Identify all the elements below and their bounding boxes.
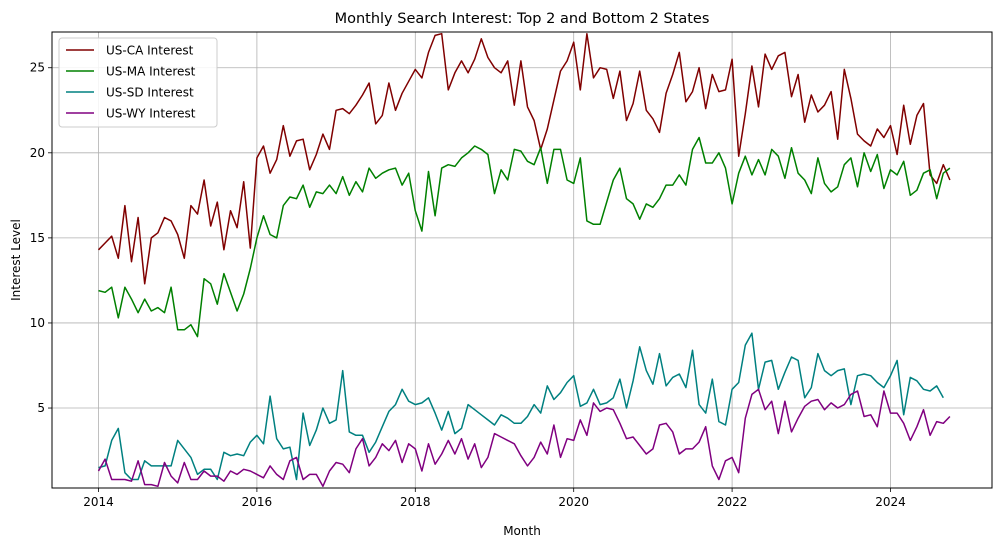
y-tick-label: 5 <box>37 401 45 415</box>
x-tick-label: 2022 <box>717 495 748 509</box>
series-line-us-ca-interest <box>97 32 951 285</box>
series-lines <box>97 32 951 488</box>
plot-frame <box>51 31 993 489</box>
y-axis-label: Interest Level <box>9 219 23 301</box>
x-tick-label: 2016 <box>242 495 273 509</box>
x-tick-label: 2024 <box>875 495 906 509</box>
legend-label-us-ca-interest: US-CA Interest <box>106 44 194 58</box>
y-tick-label: 25 <box>30 61 45 75</box>
x-tick-label: 2020 <box>558 495 589 509</box>
legend-box <box>58 37 218 128</box>
x-axis-label: Month <box>503 524 541 538</box>
y-tick-label: 10 <box>30 316 45 330</box>
series-line-us-wy-interest <box>97 388 951 488</box>
legend-label-us-ma-interest: US-MA Interest <box>106 65 196 79</box>
x-tick-label: 2014 <box>83 495 114 509</box>
legend-label-us-sd-interest: US-SD Interest <box>106 86 194 100</box>
x-tick-label: 2018 <box>400 495 431 509</box>
series-line-us-ma-interest <box>98 136 951 338</box>
axis-ticks: 2014 2016 2018 2020 2022 2024 5 10 15 20 25 <box>30 61 906 509</box>
series-line-us-sd-interest <box>98 332 944 481</box>
y-tick-label: 15 <box>30 231 45 245</box>
legend-label-us-wy-interest: US-WY Interest <box>106 107 196 121</box>
legend: US-CA Interest US-MA Interest US-SD Intere… <box>58 37 218 128</box>
y-tick-label: 20 <box>30 146 45 160</box>
chart-title: Monthly Search Interest: Top 2 and Botto… <box>335 11 710 27</box>
